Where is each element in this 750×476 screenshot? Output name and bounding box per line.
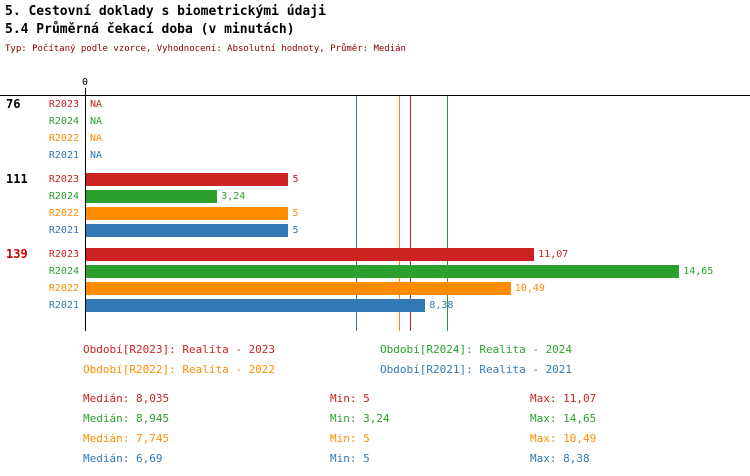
plot-area: 76 R2023 NA R2024 NA R2022 NA R2021 NA 111 R2023 5 R… bbox=[0, 95, 750, 331]
bar-139-R2024 bbox=[86, 265, 680, 278]
value-label-139-R2021: 8,38 bbox=[429, 300, 454, 311]
series-label-R2023: R2023 bbox=[48, 174, 79, 185]
value-label-76-R2024: NA bbox=[90, 116, 103, 127]
bar-139-R2022 bbox=[86, 282, 511, 295]
bar-111-R2022 bbox=[86, 207, 289, 220]
stat-max-R2024: Max: 14,65 bbox=[530, 412, 597, 425]
series-label-R2023: R2023 bbox=[48, 249, 79, 260]
stat-max-R2021: Max: 8,38 bbox=[530, 452, 590, 465]
stats-table: Medián: 8,035 Min: 5 Max: 11,07 Medián: 8,9… bbox=[83, 389, 596, 469]
chart-row-111-R2021: R2021 5 bbox=[0, 224, 750, 237]
value-label-111-R2021: 5 bbox=[292, 225, 299, 236]
stat-min-R2022: Min: 5 bbox=[330, 432, 370, 445]
chart-row-76-R2024: R2024 NA bbox=[0, 115, 750, 128]
stat-max-R2023: Max: 11,07 bbox=[530, 392, 597, 405]
chart-row-139-R2022: R2022 10,49 bbox=[0, 282, 750, 295]
chart-row-76-R2023: 76 R2023 NA bbox=[0, 98, 750, 111]
value-label-76-R2023: NA bbox=[90, 99, 103, 110]
group-label-111: 111 bbox=[6, 172, 28, 186]
stat-median-R2023: Medián: 8,035 bbox=[83, 392, 170, 405]
chart-row-111-R2023: 111 R2023 5 bbox=[0, 173, 750, 186]
chart-title: 5. Cestovní doklady s biometrickými údaj… bbox=[5, 4, 326, 19]
value-label-111-R2022: 5 bbox=[292, 208, 299, 219]
series-label-R2021: R2021 bbox=[48, 300, 79, 311]
legend: Období[R2023]: Realita - 2023 Období[R202… bbox=[83, 340, 572, 380]
legend-item-R2021: Období[R2021]: Realita - 2021 bbox=[380, 363, 573, 376]
group-label-76: 76 bbox=[6, 97, 21, 111]
series-label-R2022: R2022 bbox=[48, 283, 79, 294]
value-label-111-R2024: 3,24 bbox=[221, 191, 246, 202]
series-label-R2021: R2021 bbox=[48, 225, 79, 236]
chart-row-139-R2024: R2024 14,65 bbox=[0, 265, 750, 278]
chart-row-76-R2022: R2022 NA bbox=[0, 132, 750, 145]
median-line-R2024 bbox=[447, 96, 449, 331]
legend-item-R2023: Období[R2023]: Realita - 2023 bbox=[83, 343, 276, 356]
bar-111-R2021 bbox=[86, 224, 289, 237]
value-label-111-R2023: 5 bbox=[292, 174, 299, 185]
chart-row-139-R2021: R2021 8,38 bbox=[0, 299, 750, 312]
value-label-139-R2024: 14,65 bbox=[683, 266, 714, 277]
stat-median-R2021: Medián: 6,69 bbox=[83, 452, 163, 465]
stat-min-R2023: Min: 5 bbox=[330, 392, 370, 405]
bar-139-R2021 bbox=[86, 299, 426, 312]
stat-median-R2022: Medián: 7,745 bbox=[83, 432, 170, 445]
series-label-R2022: R2022 bbox=[48, 133, 79, 144]
chart-row-111-R2022: R2022 5 bbox=[0, 207, 750, 220]
bar-111-R2023 bbox=[86, 173, 289, 186]
chart-subtitle: 5.4 Průměrná čekací doba (v minutách) bbox=[5, 22, 295, 37]
series-label-R2024: R2024 bbox=[48, 266, 79, 277]
value-label-139-R2022: 10,49 bbox=[514, 283, 545, 294]
bar-139-R2023 bbox=[86, 248, 535, 261]
median-line-R2023 bbox=[410, 96, 412, 331]
series-label-R2024: R2024 bbox=[48, 191, 79, 202]
chart-row-111-R2024: R2024 3,24 bbox=[0, 190, 750, 203]
legend-item-R2022: Období[R2022]: Realita - 2022 bbox=[83, 363, 276, 376]
x-axis-zero-label: 0 bbox=[81, 77, 89, 88]
chart-row-139-R2023: 139 R2023 11,07 bbox=[0, 248, 750, 261]
value-label-76-R2021: NA bbox=[90, 150, 103, 161]
value-label-76-R2022: NA bbox=[90, 133, 103, 144]
median-line-R2022 bbox=[398, 96, 400, 331]
stat-median-R2024: Medián: 8,945 bbox=[83, 412, 170, 425]
x-axis-tick bbox=[85, 88, 86, 95]
series-label-R2023: R2023 bbox=[48, 99, 79, 110]
chart-meta: Typ: Počítaný podle vzorce, Vyhodnocení:… bbox=[5, 44, 406, 54]
series-label-R2024: R2024 bbox=[48, 116, 79, 127]
group-label-139: 139 bbox=[6, 247, 28, 261]
median-line-R2021 bbox=[355, 96, 357, 331]
bar-111-R2024 bbox=[86, 190, 218, 203]
series-label-R2021: R2021 bbox=[48, 150, 79, 161]
chart-row-76-R2021: R2021 NA bbox=[0, 149, 750, 162]
y-axis-line bbox=[85, 96, 86, 331]
legend-item-R2024: Období[R2024]: Realita - 2024 bbox=[380, 343, 573, 356]
stat-min-R2024: Min: 3,24 bbox=[330, 412, 390, 425]
stat-max-R2022: Max: 10,49 bbox=[530, 432, 597, 445]
series-label-R2022: R2022 bbox=[48, 208, 79, 219]
stat-min-R2021: Min: 5 bbox=[330, 452, 370, 465]
value-label-139-R2023: 11,07 bbox=[538, 249, 569, 260]
